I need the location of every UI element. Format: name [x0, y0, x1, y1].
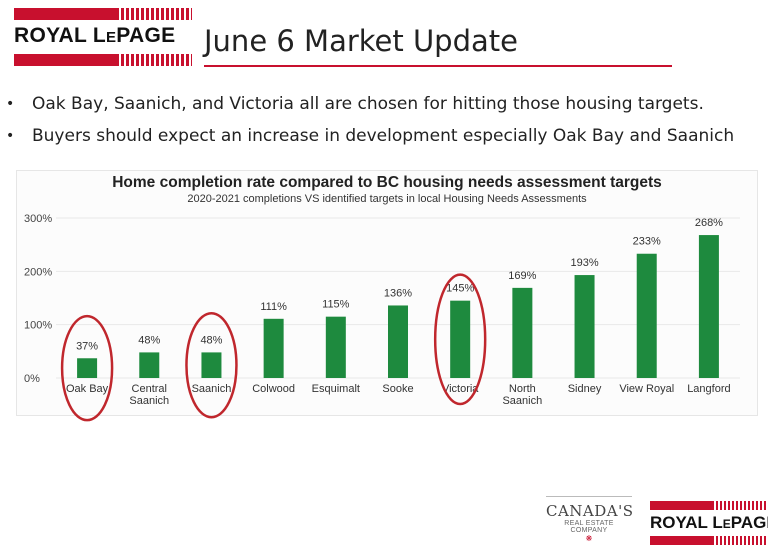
logo-top-bar [650, 501, 768, 510]
data-label: 48% [200, 334, 222, 346]
bar [77, 358, 98, 378]
x-tick-label: Oak Bay [66, 383, 109, 395]
bullet-text: Oak Bay, Saanich, and Victoria all are c… [32, 94, 704, 114]
royal-lepage-logo: ROYAL LEPAGE [14, 8, 192, 66]
logo-bottom-ticks [116, 54, 192, 66]
x-tick-label: Esquimalt [312, 383, 360, 395]
bullet-icon: • [6, 128, 15, 144]
data-label: 115% [322, 299, 350, 311]
y-tick-label: 300% [24, 213, 52, 225]
bar [512, 287, 533, 378]
logo-bottom-ticks [712, 536, 768, 545]
highlight-circle [60, 314, 114, 422]
data-label: 37% [76, 340, 98, 352]
data-label: 111% [260, 301, 287, 313]
logo-top-ticks [116, 8, 192, 20]
x-tick-label: Langford [687, 383, 730, 395]
bar [263, 318, 284, 378]
bar [450, 300, 471, 378]
data-label: 48% [138, 334, 160, 346]
logo-wordmark: ROYAL LEPAGE [650, 513, 768, 532]
bullet-item: • Buyers should expect an increase in dev… [6, 120, 734, 152]
tagline-small: REAL ESTATE COMPANY [564, 520, 614, 534]
logo-bottom-bar [650, 536, 768, 545]
x-tick-label: Sidney [568, 383, 602, 395]
title-underline [204, 65, 672, 67]
x-tick-label: Central [132, 383, 167, 395]
logo-wordmark: ROYAL LEPAGE [14, 24, 176, 47]
bullet-list: • Oak Bay, Saanich, and Victoria all are … [6, 88, 734, 152]
data-label: 169% [508, 270, 536, 282]
chart-title: Home completion rate compared to BC hous… [112, 174, 662, 191]
x-tick-label: Saanich [192, 383, 232, 395]
x-tick-label: Sooke [382, 383, 413, 395]
logo-top-ticks [712, 501, 768, 510]
highlight-circle [185, 311, 238, 419]
bar [388, 305, 408, 378]
x-tick-label: Colwood [252, 383, 295, 395]
chart-subtitle: 2020-2021 completions VS identified targ… [187, 193, 587, 205]
bar [698, 235, 719, 378]
bullet-text: Buyers should expect an increase in deve… [32, 126, 735, 146]
data-label: 145% [446, 283, 474, 295]
x-tick-label: Victoria [442, 383, 479, 395]
y-tick-label: 100% [24, 320, 52, 332]
bar [636, 253, 657, 378]
data-label: 193% [570, 257, 598, 269]
y-tick-label: 0% [24, 373, 40, 385]
logo-divider [546, 496, 632, 497]
x-tick-label: North [509, 383, 536, 395]
bar [325, 316, 346, 378]
data-label: 233% [633, 236, 661, 248]
bullet-item: • Oak Bay, Saanich, and Victoria all are … [6, 88, 734, 120]
x-tick-label: View Royal [619, 383, 674, 395]
x-tick-label: Saanich [502, 395, 542, 407]
highlight-circle [433, 273, 487, 406]
y-tick-label: 200% [24, 266, 52, 278]
tagline-big: CANADA'S [546, 502, 634, 520]
bullet-icon: • [6, 96, 15, 112]
bar [139, 352, 160, 378]
royal-lepage-footer-logo: ROYAL LEPAGE [650, 501, 768, 545]
bar [201, 352, 222, 378]
bar [574, 275, 595, 378]
canadas-real-estate-company-logo: CANADA'S REAL ESTATE COMPANY ❋ [546, 496, 634, 544]
data-label: 268% [695, 217, 723, 229]
x-tick-label: Saanich [129, 395, 169, 407]
maple-leaf-icon: ❋ [585, 534, 593, 543]
page-title: June 6 Market Update [204, 24, 518, 58]
data-label: 136% [384, 287, 412, 299]
